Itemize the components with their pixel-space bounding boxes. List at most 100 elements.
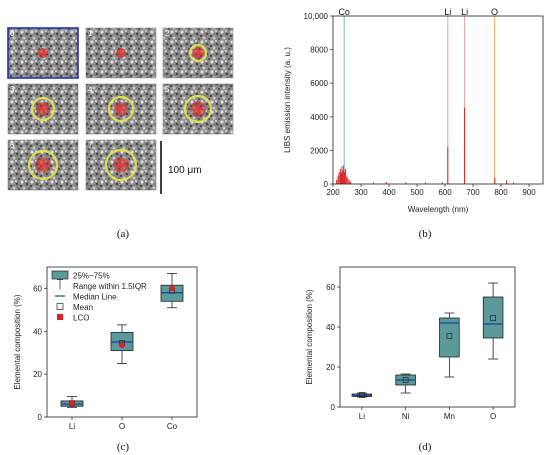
element-label-o-3: O — [491, 7, 498, 17]
y-tick-label: 60 — [33, 284, 42, 293]
frame-label: 1 — [88, 29, 93, 38]
y-axis-label: Elemental composition (%) — [305, 289, 314, 384]
x-tick-label: 700 — [466, 188, 480, 197]
frame-label: 2 — [165, 29, 170, 38]
box-ni — [395, 373, 416, 394]
y-tick-label: 6000 — [310, 79, 328, 88]
image-frame-3: 3 — [7, 83, 79, 135]
x-tick-label: 500 — [410, 188, 424, 197]
lco-marker — [69, 400, 75, 406]
element-label-co-0: Co — [338, 7, 350, 17]
caption-b: (b) — [419, 228, 432, 240]
lco-marker — [169, 285, 175, 291]
legend: 25%~75%Range within 1.5IQR Median LineMea… — [51, 270, 147, 323]
plot-frame — [332, 15, 544, 185]
box-mn — [439, 312, 460, 378]
y-tick-label: 10,000 — [304, 12, 329, 21]
x-tick-label-li: Li — [69, 422, 75, 431]
crater-ring — [27, 149, 59, 181]
caption-d: (d) — [419, 441, 432, 453]
legend-swatch-mean — [56, 303, 64, 310]
y-tick-label: 40 — [326, 323, 335, 332]
box-o — [110, 324, 134, 364]
laser-crosshair — [38, 104, 48, 114]
frame-label: 3 — [10, 85, 15, 94]
legend-swatch-range — [57, 279, 63, 290]
x-tick-label: 600 — [438, 188, 452, 197]
legend-label-lco: LCO — [73, 314, 89, 323]
panel-a: 0 1 2 3 4 5 6 7 100 μm — [7, 27, 234, 194]
laser-crosshair — [116, 48, 126, 58]
panel-d-boxplot: 0 20 40 60 Li Ni Mn O Elemental composition (%) — [305, 266, 516, 421]
frame-label: 5 — [165, 85, 170, 94]
legend-label-mean: Mean — [73, 303, 93, 312]
y-tick-label: 8000 — [310, 46, 328, 55]
scale-bar-label: 100 μm — [168, 165, 202, 176]
x-tick-label: 800 — [494, 188, 508, 197]
y-tick-label: 0 — [38, 413, 43, 422]
panel-c-boxplot: 0 20 40 60 Li O Co Elemental composition (%) 25%… — [13, 266, 198, 431]
x-tick-label-ni: Ni — [402, 412, 410, 421]
frame-label: 0 — [10, 29, 15, 38]
laser-crosshair — [38, 48, 48, 58]
legend-swatch-lco — [57, 314, 63, 320]
box-li — [60, 396, 84, 408]
iqr-box — [482, 296, 504, 339]
x-tick-label-o: O — [490, 412, 496, 421]
caption-a: (a) — [117, 228, 130, 240]
y-tick-label: 2000 — [310, 146, 328, 155]
laser-crosshair — [38, 160, 48, 170]
element-label-li-2: Li — [461, 7, 468, 17]
crater-ring — [107, 95, 135, 123]
y-tick-label: 4000 — [310, 113, 328, 122]
image-frame-6: 6 — [7, 139, 79, 191]
crater-ring — [183, 94, 213, 124]
y-axis-label: LIBS emission intensity (a. u.) — [283, 47, 292, 153]
lco-marker — [119, 342, 125, 348]
x-axis-label: Wavelength (nm) — [408, 205, 469, 214]
box-co — [160, 273, 184, 309]
image-frame-0: 0 — [7, 27, 79, 79]
box-o — [482, 282, 504, 360]
y-tick-label: 20 — [326, 363, 335, 372]
box-li — [351, 392, 373, 398]
x-tick-label: 400 — [382, 188, 396, 197]
laser-crosshair — [116, 104, 126, 114]
y-axis-label: Elemental composition (%) — [13, 294, 22, 389]
laser-crosshair — [193, 48, 203, 58]
image-frame-5: 5 — [162, 83, 234, 135]
x-tick-label-o: O — [119, 422, 125, 431]
iqr-box — [439, 317, 460, 358]
y-tick-label: 0 — [324, 180, 329, 189]
element-label-li-1: Li — [444, 7, 451, 17]
laser-crosshair — [193, 104, 203, 114]
x-tick-label: 300 — [354, 188, 368, 197]
x-tick-label: 900 — [522, 188, 536, 197]
crater-ring — [30, 96, 56, 122]
plot-frame — [339, 266, 516, 408]
mean-marker — [402, 377, 409, 383]
legend-label-box: 25%~75% — [73, 272, 110, 281]
mean-marker — [446, 333, 453, 339]
y-tick-label: 60 — [326, 283, 335, 292]
mean-marker — [490, 315, 496, 321]
panel-b-spectrum-chart: Co Li Li O 200 300 400 500 600 700 800 900 0 2000 4000… — [283, 7, 544, 214]
frame-label: 6 — [10, 141, 15, 150]
image-frame-2: 2 — [162, 27, 234, 79]
image-frame-4: 4 — [85, 83, 157, 135]
y-tick-label: 40 — [33, 327, 42, 336]
x-tick-label: 200 — [326, 188, 340, 197]
frame-label: 7 — [88, 141, 93, 150]
y-tick-label: 0 — [331, 403, 336, 412]
x-tick-label-li: Li — [359, 412, 365, 421]
legend-swatch-box — [51, 270, 69, 280]
x-tick-label-co: Co — [167, 422, 178, 431]
legend-label-median: Median Line — [73, 293, 117, 302]
legend-label-range: Range within 1.5IQR — [73, 282, 147, 291]
laser-crosshair — [116, 160, 126, 170]
caption-c: (c) — [117, 441, 130, 453]
x-tick-label-mn: Mn — [444, 412, 455, 421]
image-frame-1: 1 — [85, 27, 157, 79]
y-tick-label: 20 — [33, 370, 42, 379]
